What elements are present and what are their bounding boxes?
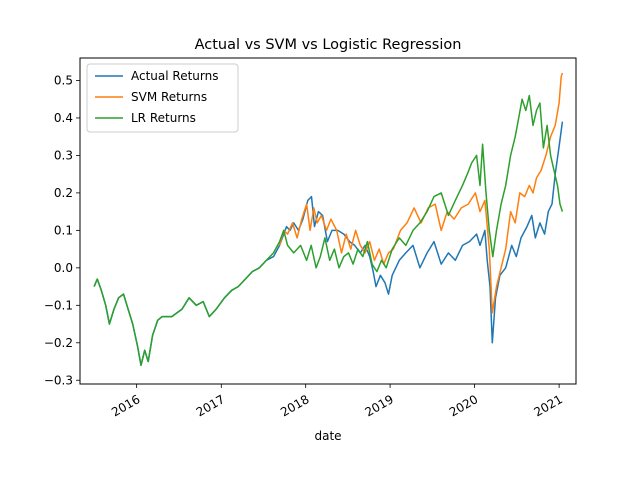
y-tick-label: 0.1 [54,223,73,237]
y-tick-label: −0.3 [44,373,73,387]
legend-label-svm-returns: SVM Returns [131,90,207,104]
y-tick-label: 0.5 [54,73,73,87]
series-line-lr-returns [93,94,564,367]
y-axis: −0.3 −0.2 −0.1 0.0 0.1 0.2 0.3 0.4 0.5 [44,73,80,387]
y-tick-label: 0.3 [54,148,73,162]
x-axis-label: date [314,429,341,443]
legend-label-lr-returns: LR Returns [131,111,196,125]
y-tick-label: 0.4 [54,111,73,125]
y-tick-label: −0.1 [44,298,73,312]
y-tick-label: 0.0 [54,261,73,275]
y-tick-label: 0.2 [54,186,73,200]
legend: Actual Returns SVM Returns LR Returns [86,63,239,133]
legend-frame [86,63,239,133]
series-line-svm-returns [278,72,564,314]
legend-label-actual-returns: Actual Returns [131,69,218,83]
chart-title: Actual vs SVM vs Logistic Regression [195,37,462,53]
series-layer [93,72,564,367]
plot-frame [79,57,577,385]
y-tick-label: −0.2 [44,336,73,350]
